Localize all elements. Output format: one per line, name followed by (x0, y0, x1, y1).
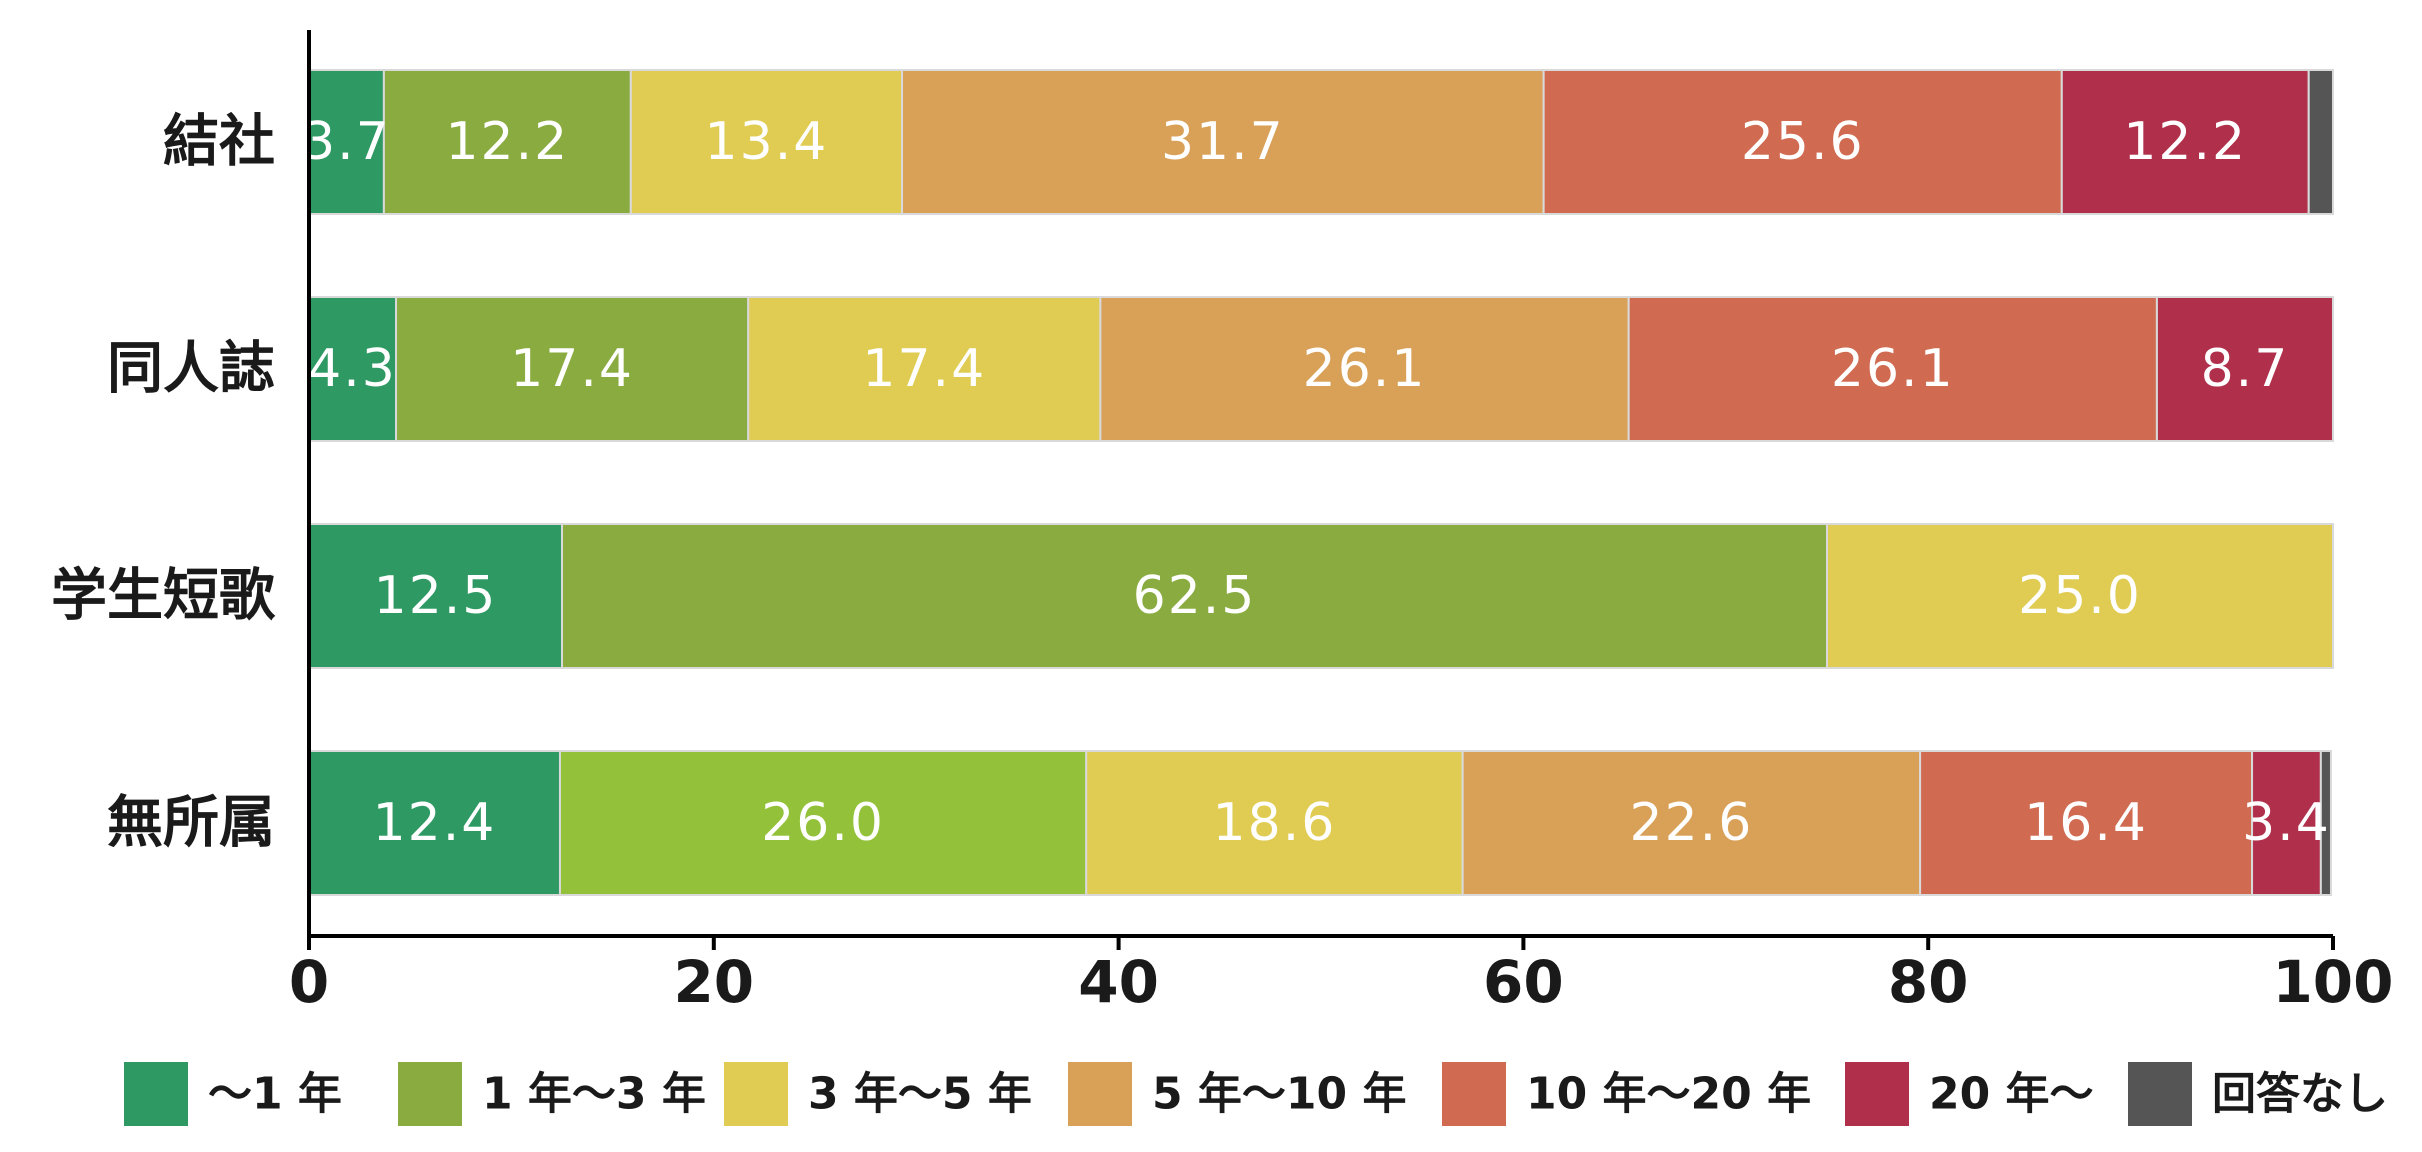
data-label: 12.2 (2123, 112, 2247, 172)
category-label: 無所属 (107, 791, 275, 856)
bar-segment (2319, 750, 2332, 896)
x-tick-label: 0 (289, 948, 329, 1016)
data-label: 17.4 (510, 339, 634, 399)
legend-label: 20 年〜 (1929, 1069, 2094, 1120)
bar-segment (308, 69, 385, 215)
data-label: 3.4 (2242, 793, 2331, 853)
category-label: 結社 (163, 110, 275, 175)
bar-segment (1919, 750, 2254, 896)
data-label: 62.5 (1133, 566, 1257, 626)
data-label: 12.2 (445, 112, 569, 172)
category-label: 同人誌 (107, 337, 275, 402)
data-label: 12.5 (374, 566, 498, 626)
data-label: 13.4 (705, 112, 829, 172)
bar-segment (561, 523, 1828, 669)
data-label: 18.6 (1213, 793, 1337, 853)
legend-label: 5 年〜10 年 (1152, 1069, 1406, 1120)
bar-segment (558, 750, 1088, 896)
legend-label: 1 年〜3 年 (482, 1069, 706, 1120)
bar-segment (382, 69, 632, 215)
x-tick-label: 80 (1888, 948, 1969, 1016)
legend-swatch (1442, 1062, 1506, 1126)
data-label: 4.3 (308, 339, 397, 399)
bar-segment (1099, 296, 1630, 442)
data-label: 31.7 (1161, 112, 1285, 172)
data-label: 17.4 (862, 339, 986, 399)
x-tick-label: 60 (1483, 948, 1564, 1016)
bar-segment (901, 69, 1545, 215)
bar-segment (2307, 69, 2334, 215)
bar-segment (2251, 750, 2322, 896)
legend-swatch (2128, 1062, 2192, 1126)
legend-swatch (398, 1062, 462, 1126)
legend-swatch (1845, 1062, 1909, 1126)
legend-swatch (124, 1062, 188, 1126)
x-tick-label: 100 (2272, 948, 2393, 1016)
data-label: 25.0 (2018, 566, 2142, 626)
bar-segment (2155, 296, 2335, 442)
data-label: 22.6 (1630, 793, 1754, 853)
data-labels-layer: 3.7 12.2 13.4 31.7 25.6 12.2 4.3 17.4 17.4 26.1 26… (302, 112, 2331, 853)
bar-segment (747, 296, 1102, 442)
legend-swatch (724, 1062, 788, 1126)
category-label: 学生短歌 (51, 564, 276, 629)
data-label: 25.6 (1741, 112, 1865, 172)
data-label: 26.0 (761, 793, 885, 853)
bar-segment (629, 69, 904, 215)
data-label: 8.7 (2201, 339, 2290, 399)
legend-label: 10 年〜20 年 (1526, 1069, 1811, 1120)
bar-segment (1461, 750, 1922, 896)
legend-swatch (1068, 1062, 1132, 1126)
data-label: 3.7 (302, 112, 391, 172)
x-tick-label: 40 (1078, 948, 1159, 1016)
bar-segment (1826, 523, 2334, 669)
data-label: 12.4 (373, 793, 497, 853)
bar-segment (2060, 69, 2310, 215)
data-label: 16.4 (2024, 793, 2148, 853)
legend-label: 3 年〜5 年 (808, 1069, 1032, 1120)
bar-segment (395, 296, 750, 442)
bar-segment (1085, 750, 1464, 896)
data-label: 26.1 (1831, 339, 1955, 399)
bars-layer (308, 69, 2335, 896)
bar-segment (308, 523, 563, 669)
x-tick-label: 20 (673, 948, 754, 1016)
legend-label: 〜1 年 (208, 1069, 342, 1120)
bar-segment (1542, 69, 2063, 215)
legend: 〜1 年 1 年〜3 年 3 年〜5 年 5 年〜10 年 10 年〜20 年 20 年〜… (124, 1062, 2388, 1126)
data-label: 26.1 (1303, 339, 1427, 399)
legend-label: 回答なし (2212, 1069, 2388, 1120)
bar-segment (308, 296, 398, 442)
